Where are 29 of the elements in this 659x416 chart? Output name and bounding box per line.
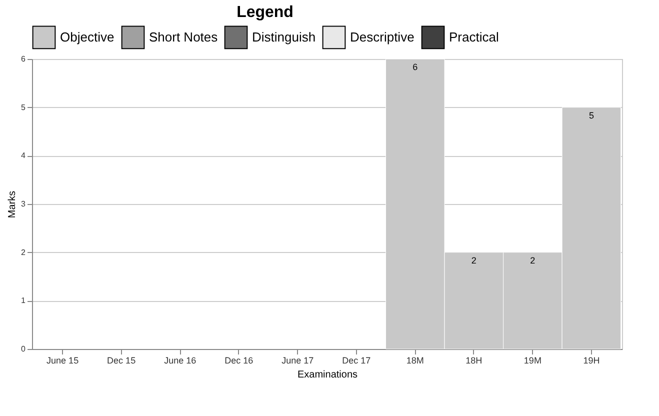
x-tick-label: June 16: [164, 356, 196, 366]
legend-label: Short Notes: [149, 29, 218, 44]
x-tick-label: Dec 17: [342, 356, 371, 366]
legend-title: Legend: [236, 4, 294, 21]
y-tick-label: 4: [21, 151, 26, 160]
x-axis-title: Examinations: [297, 370, 358, 380]
data-label: 6: [412, 62, 418, 72]
y-tick-label: 2: [21, 248, 26, 257]
x-tick-label: June 17: [282, 356, 314, 366]
legend-label: Distinguish: [252, 29, 316, 44]
data-label: 2: [471, 255, 476, 266]
legend-label: Practical: [449, 29, 499, 44]
x-tick-label: Dec 15: [107, 356, 136, 366]
x-tick-label: 18H: [466, 356, 482, 366]
y-tick-label: 5: [21, 102, 26, 112]
y-axis-title: Marks: [7, 190, 18, 218]
x-tick-label: June 15: [46, 356, 79, 366]
x-tick-label: 19M: [524, 356, 542, 366]
legend-label: Descriptive: [350, 29, 414, 44]
data-label: 2: [530, 255, 536, 266]
y-tick-label: 3: [21, 200, 26, 208]
y-tick-label: 0: [21, 344, 26, 354]
y-tick-label: 6: [21, 54, 26, 64]
x-tick-label: 18M: [406, 356, 424, 366]
x-tick-label: Dec 16: [224, 356, 254, 366]
legend-label: Objective: [60, 29, 114, 44]
y-tick-label: 1: [21, 296, 26, 306]
data-label: 5: [588, 110, 594, 120]
x-tick-label: 19H: [583, 356, 600, 366]
